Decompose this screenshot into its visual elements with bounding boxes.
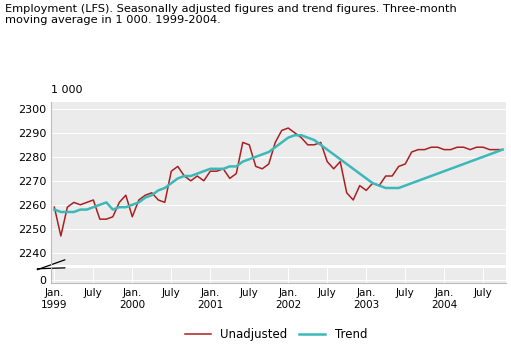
Unadjusted: [500, 147, 506, 152]
Trend: [246, 157, 252, 162]
Unadjusted: [285, 126, 291, 130]
Unadjusted: [58, 234, 64, 238]
Unadjusted: [311, 143, 317, 147]
Text: 1 000: 1 000: [51, 85, 82, 95]
Trend: [448, 167, 454, 171]
Trend: [51, 207, 57, 212]
Line: Unadjusted: Unadjusted: [54, 128, 503, 236]
Unadjusted: [51, 205, 57, 209]
Trend: [500, 147, 506, 152]
Trend: [292, 133, 298, 138]
Text: Employment (LFS). Seasonally adjusted figures and trend figures. Three-month
mov: Employment (LFS). Seasonally adjusted fi…: [5, 4, 457, 25]
Unadjusted: [194, 174, 200, 178]
Legend: Unadjusted, Trend: Unadjusted, Trend: [180, 324, 372, 346]
Trend: [161, 186, 168, 190]
Line: Trend: Trend: [54, 135, 503, 212]
Trend: [116, 205, 123, 209]
Unadjusted: [116, 200, 123, 205]
Unadjusted: [161, 200, 168, 205]
Trend: [194, 171, 200, 176]
Unadjusted: [246, 143, 252, 147]
Trend: [58, 210, 64, 214]
Trend: [311, 138, 317, 142]
Unadjusted: [448, 147, 454, 152]
